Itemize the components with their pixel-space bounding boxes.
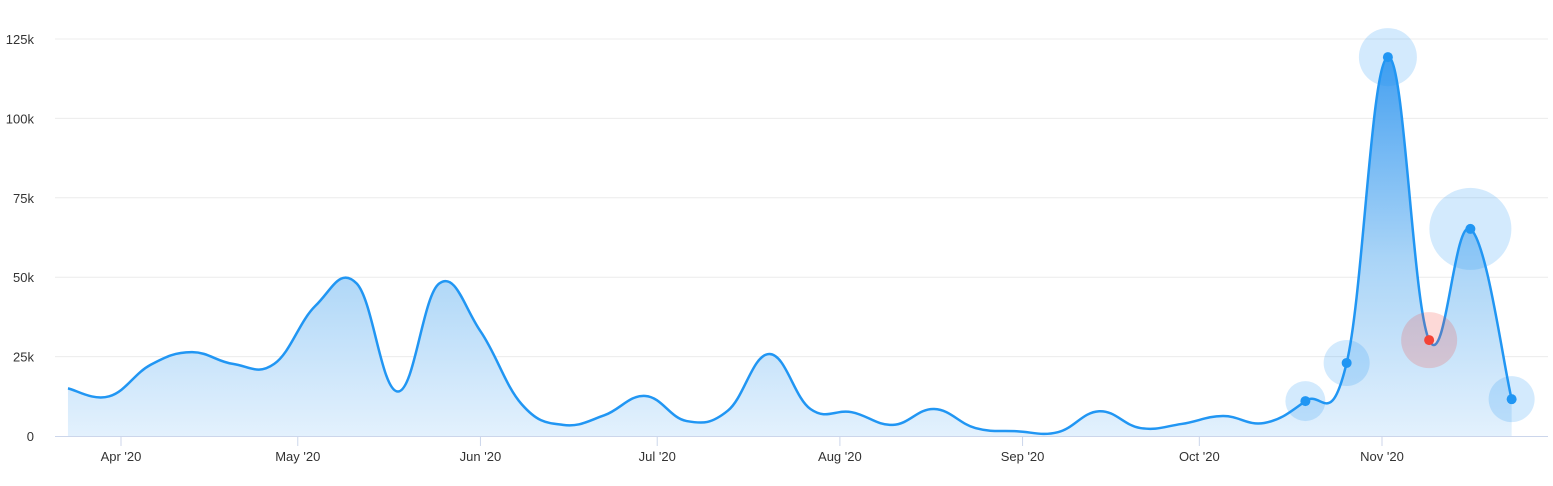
y-axis: 0 25k 50k 75k 100k 125k <box>6 32 35 444</box>
y-tick-label: 75k <box>13 191 34 206</box>
x-tick-label: Oct '20 <box>1179 449 1220 464</box>
y-tick-label: 25k <box>13 350 34 365</box>
x-tick-label: Jun '20 <box>460 449 502 464</box>
data-point-marker <box>1506 394 1517 405</box>
y-tick-label: 125k <box>6 32 35 47</box>
y-tick-label: 50k <box>13 270 34 285</box>
data-point-marker <box>1465 223 1476 234</box>
series-line <box>67 55 1513 436</box>
area-fill <box>67 57 1512 437</box>
x-tick-label: Jul '20 <box>639 449 676 464</box>
gridlines <box>55 38 1548 358</box>
data-point-marker <box>1341 357 1352 368</box>
data-point-marker <box>1300 396 1311 407</box>
x-tick-label: Nov '20 <box>1360 449 1404 464</box>
marker-bubbles <box>1285 28 1535 423</box>
data-point-marker <box>1424 335 1435 346</box>
y-tick-label: 0 <box>27 429 34 444</box>
x-tick-label: Apr '20 <box>101 449 142 464</box>
x-axis: Apr '20 May '20 Jun '20 Jul '20 Aug '20 Sep '… <box>55 436 1548 464</box>
x-tick-label: Sep '20 <box>1001 449 1045 464</box>
y-tick-label: 100k <box>6 111 35 126</box>
x-tick-label: Aug '20 <box>818 449 862 464</box>
data-point-marker <box>1382 52 1393 63</box>
x-tick-label: May '20 <box>275 449 320 464</box>
